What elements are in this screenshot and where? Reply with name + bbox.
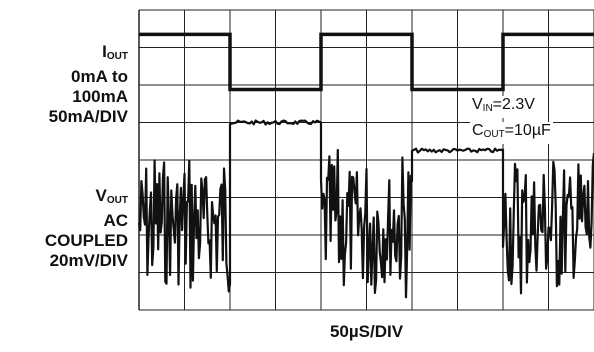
vout-coupling-line2: COUPLED xyxy=(44,231,128,250)
iout-trace xyxy=(139,32,594,92)
vout-trace xyxy=(137,119,594,299)
cout-annotation: COUT=10µF xyxy=(470,122,553,144)
iout-symbol: IOUT xyxy=(102,42,128,62)
iout-label: IOUT 0mA to 100mA 50mA/DIV xyxy=(0,42,128,127)
vout-label: VOUT AC COUPLED 20mV/DIV xyxy=(0,186,128,271)
vout-coupling-line1: AC xyxy=(103,211,128,230)
iout-scale: 50mA/DIV xyxy=(48,107,128,126)
iout-range-line2: 100mA xyxy=(72,87,128,106)
x-axis-label: 50µS/DIV xyxy=(329,322,404,341)
vout-scale: 20mV/DIV xyxy=(49,251,128,270)
vin-annotation: VIN=2.3V xyxy=(470,96,537,118)
vout-symbol: VOUT xyxy=(95,186,128,206)
iout-range-line1: 0mA to xyxy=(71,67,128,86)
